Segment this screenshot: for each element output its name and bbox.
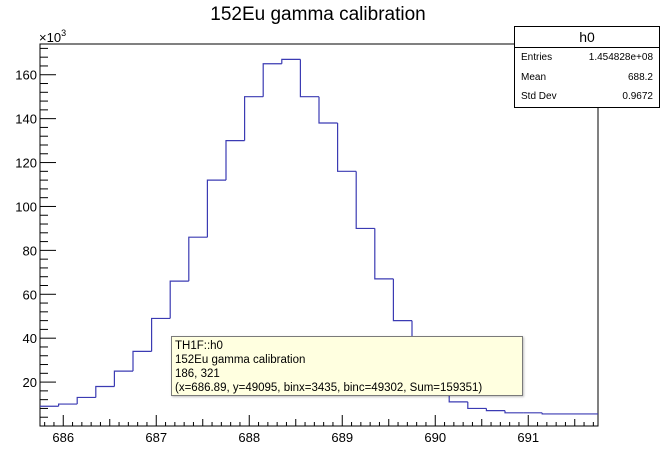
histogram-bin: [206, 179, 226, 238]
x-tick-label: 687: [145, 430, 167, 445]
y-tick-label: 100: [15, 199, 37, 214]
histogram-bin: [244, 96, 264, 141]
histogram-bin: [169, 280, 189, 319]
plot-frame: [39, 43, 599, 427]
axis-ticks: [40, 47, 594, 426]
x-tick-label: 686: [52, 430, 74, 445]
x-tick-label: 690: [424, 430, 446, 445]
histogram-bin: [355, 171, 375, 230]
stats-row-entries: Entries 1.454828e+08: [521, 52, 653, 63]
histogram-bin: [58, 403, 78, 407]
histogram-bin: [132, 350, 152, 372]
histogram-bin: [392, 278, 412, 322]
histogram-bin: [113, 370, 133, 387]
histogram-bin: [467, 401, 487, 410]
stats-row-stddev: Std Dev 0.9672: [521, 91, 653, 102]
tooltip-pixel: 186, 321: [175, 368, 220, 380]
y-tick-label: 60: [23, 287, 37, 302]
histogram-bin: [76, 396, 96, 405]
histogram-bin: [318, 96, 338, 124]
x-tick-label: 688: [238, 430, 260, 445]
histogram-bin: [95, 385, 115, 398]
x-tick-label: 691: [517, 430, 539, 445]
stats-title: h0: [515, 27, 659, 48]
stats-box[interactable]: h0 Entries 1.454828e+08 Mean 688.2 Std D…: [514, 26, 660, 108]
histogram-bin: [299, 59, 319, 98]
x-tick-label: 689: [331, 430, 353, 445]
histogram-bin: [504, 410, 524, 414]
y-tick-label: 140: [15, 112, 37, 127]
histogram-bins: [40, 58, 598, 415]
tooltip-object: TH1F::h0: [175, 340, 223, 352]
y-tick-label: 160: [15, 68, 37, 83]
histogram-bin: [225, 139, 245, 181]
histogram-bin: [188, 236, 208, 282]
hover-tooltip: TH1F::h0 152Eu gamma calibration 186, 32…: [171, 336, 523, 396]
histogram-bin: [485, 408, 505, 412]
histogram-bin: [541, 412, 598, 415]
tooltip-bin-info: (x=686.89, y=49095, binx=3435, binc=4930…: [175, 382, 483, 394]
histogram-bin: [151, 317, 171, 352]
y-tick-label: 20: [23, 375, 37, 390]
tooltip-title: 152Eu gamma calibration: [175, 354, 306, 366]
chart-title: 152Eu gamma calibration: [210, 4, 425, 25]
tick-labels: 686 687 688 689 690 691 20 40 60 80 100 120 140 160: [15, 68, 539, 445]
stats-row-mean: Mean 688.2: [521, 71, 653, 83]
y-tick-label: 120: [15, 156, 37, 171]
histogram-bin: [337, 123, 357, 172]
y-multiplier: ×103: [39, 28, 66, 45]
y-tick-label: 40: [23, 331, 37, 346]
histogram-bin: [374, 228, 394, 280]
y-tick-label: 80: [23, 243, 37, 258]
histogram-bin: [262, 63, 282, 97]
histogram-bin: [281, 58, 301, 64]
